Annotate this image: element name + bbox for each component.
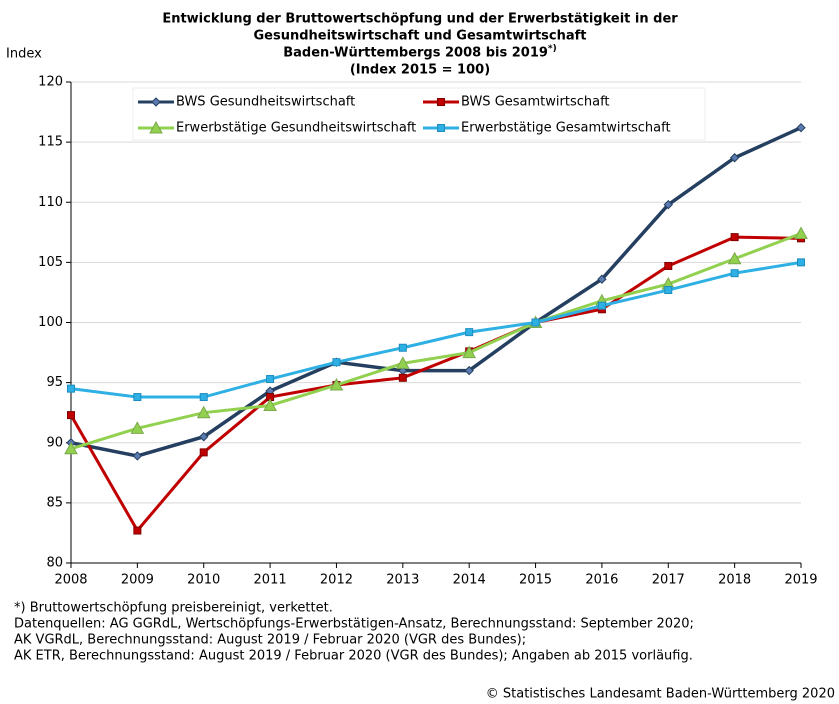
data-point <box>597 301 606 310</box>
data-point <box>730 233 739 242</box>
footnote: AK VGRdL, Berechnungsstand: August 2019 … <box>14 633 526 648</box>
x-tick-label: 2010 <box>187 573 220 588</box>
x-tick-label: 2019 <box>784 573 817 588</box>
data-point <box>67 384 75 393</box>
x-tick-label: 2018 <box>718 573 751 588</box>
data-point <box>329 377 344 391</box>
data-point <box>797 258 805 267</box>
legend-label: Erwerbstätige Gesundheitswirtschaft <box>176 121 416 136</box>
footnote: Datenquellen: AG GGRdL, Wertschöpfungs-E… <box>14 617 694 632</box>
y-axis-label: Index <box>6 47 42 62</box>
x-tick-label: 2011 <box>254 573 287 588</box>
data-point <box>462 345 477 359</box>
legend-box <box>132 87 706 141</box>
legend-marker <box>437 98 445 106</box>
y-tick-label: 110 <box>38 195 63 210</box>
chart-title: Entwicklung der Bruttowertschöpfung und … <box>162 12 678 27</box>
data-point <box>796 122 806 133</box>
y-tick-label: 90 <box>46 435 63 450</box>
title-superscript: *) <box>548 44 557 54</box>
data-point <box>794 226 808 240</box>
data-point <box>730 269 739 278</box>
legend-marker <box>149 120 163 134</box>
source: © Statistisches Landesamt Baden-Württemb… <box>486 687 835 702</box>
data-point <box>196 405 211 419</box>
chart-title: Gesundheitswirtschaft und Gesamtwirtscha… <box>253 29 586 44</box>
x-tick-label: 2015 <box>519 573 552 588</box>
chart-title: Baden-Württembergs 2008 bis 2019*) <box>283 44 557 61</box>
data-point <box>332 358 341 367</box>
data-point <box>398 343 407 352</box>
x-tick-label: 2009 <box>121 573 154 588</box>
data-point <box>395 356 410 369</box>
data-point <box>729 153 740 163</box>
y-tick-label: 100 <box>38 315 63 330</box>
data-point <box>727 251 742 265</box>
data-point <box>133 393 142 402</box>
data-point <box>597 274 607 284</box>
series-line <box>69 235 802 534</box>
data-point <box>663 199 673 210</box>
x-tick-label: 2016 <box>585 573 618 588</box>
x-tick-label: 2014 <box>453 573 486 588</box>
data-point <box>130 421 145 434</box>
legend-marker <box>437 124 445 132</box>
data-point <box>465 328 474 337</box>
y-tick-label: 85 <box>46 495 63 510</box>
series-line <box>70 260 802 399</box>
y-tick-label: 105 <box>38 255 63 270</box>
y-tick-label: 115 <box>38 135 63 150</box>
legend-marker <box>151 97 161 107</box>
x-tick-label: 2013 <box>386 573 419 588</box>
x-tick-label: 2008 <box>54 573 87 588</box>
data-point <box>199 432 209 442</box>
data-point <box>64 441 78 455</box>
series-line <box>70 232 802 451</box>
y-tick-label: 95 <box>46 375 63 390</box>
legend-label: BWS Gesundheitswirtschaft <box>176 95 355 110</box>
data-point <box>398 373 407 382</box>
data-point <box>132 451 143 461</box>
x-tick-label: 2012 <box>320 573 353 588</box>
data-point <box>199 393 208 402</box>
data-point <box>199 448 208 457</box>
data-point <box>67 411 75 420</box>
footnote: AK ETR, Berechnungsstand: August 2019 / … <box>14 649 693 664</box>
chart-title: (Index 2015 = 100) <box>350 63 490 78</box>
series-line <box>70 126 802 458</box>
data-point <box>531 318 540 327</box>
data-point <box>664 286 673 295</box>
data-point <box>664 261 673 270</box>
x-tick-label: 2017 <box>652 573 685 588</box>
data-point <box>133 526 142 535</box>
y-tick-label: 80 <box>46 556 63 571</box>
legend-label: Erwerbstätige Gesamtwirtschaft <box>461 121 671 136</box>
data-point <box>263 398 277 411</box>
data-point <box>266 375 275 384</box>
y-tick-label: 120 <box>38 75 63 90</box>
data-point <box>464 365 474 376</box>
footnote: *) Bruttowertschöpfung preisbereinigt, v… <box>14 601 333 616</box>
legend-label: BWS Gesamtwirtschaft <box>461 95 610 110</box>
